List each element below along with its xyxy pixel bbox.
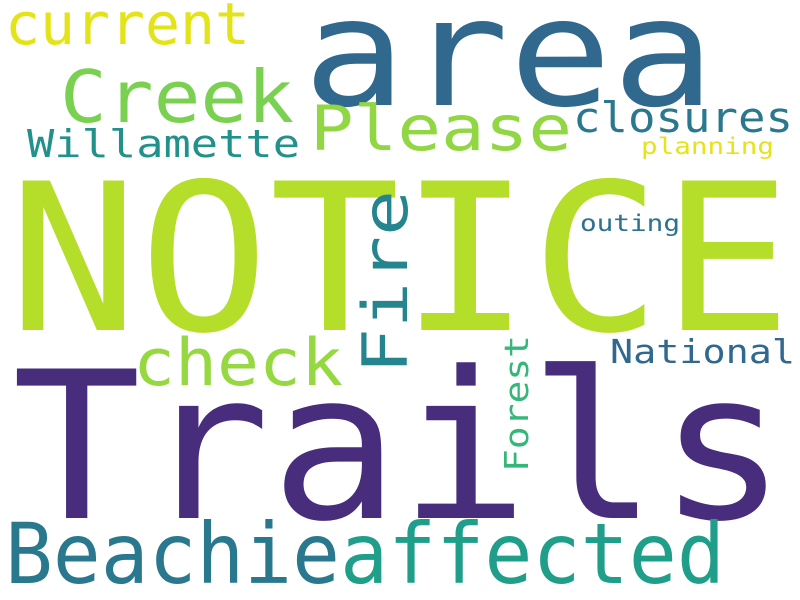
word-trails: Trails (12, 329, 787, 567)
word-notice: NOTICE (8, 141, 792, 379)
word-check: check (133, 326, 343, 401)
word-beachie: Beachie (5, 505, 340, 600)
word-national: National (610, 332, 795, 371)
word-closures: closures (573, 93, 793, 142)
word-current: current (5, 0, 250, 58)
word-fire: Fire (349, 190, 422, 374)
word-forest: Forest (497, 335, 536, 472)
word-planning: planning (641, 134, 774, 160)
word-area: area (303, 0, 715, 141)
word-willamette: Willamette (27, 122, 300, 166)
word-creek: Creek (60, 55, 294, 139)
word-affected: affected (340, 505, 725, 600)
word-outing: outing (580, 211, 680, 237)
word-please: Please (310, 92, 572, 165)
